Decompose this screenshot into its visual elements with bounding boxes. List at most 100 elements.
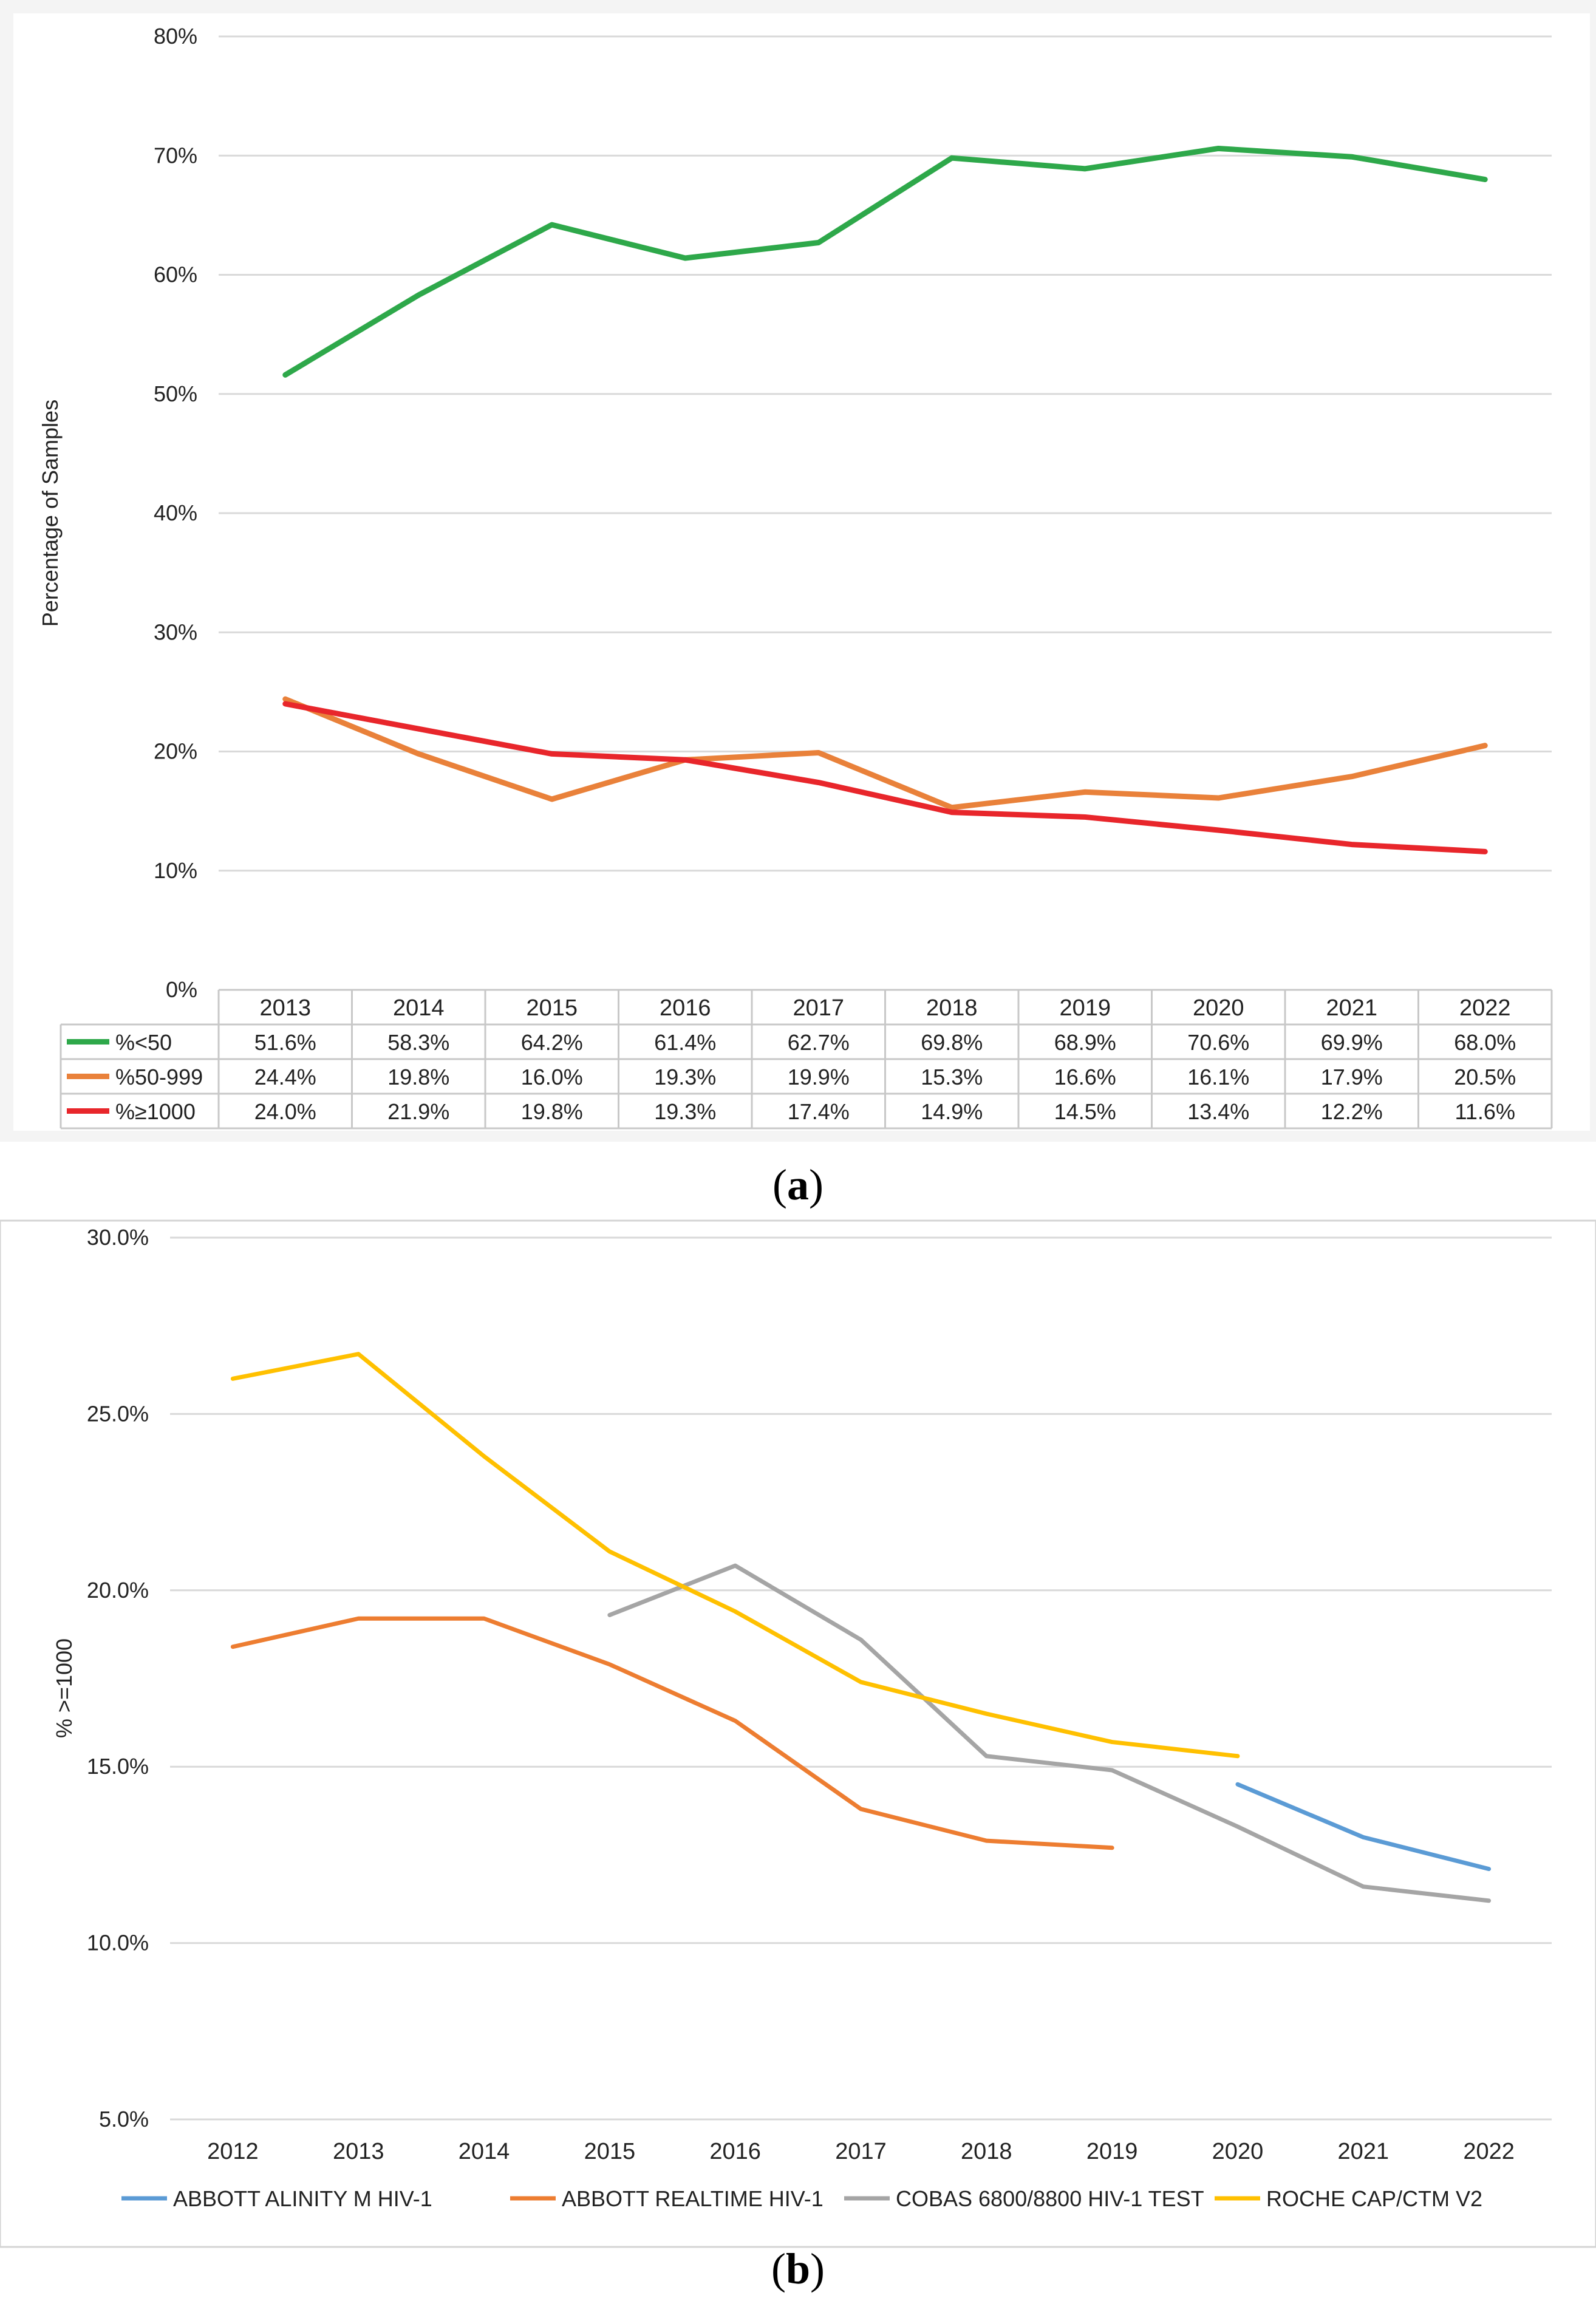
- chart-a-table-cell: 12.2%: [1321, 1099, 1383, 1124]
- chart-a-table-cell: 69.9%: [1321, 1030, 1383, 1055]
- chart-a-y-tick-label: 10%: [154, 858, 197, 883]
- chart-b-y-tick-label: 15.0%: [87, 1754, 149, 1779]
- chart-b-y-tick-label: 20.0%: [87, 1578, 149, 1603]
- chart-a-data-point: [283, 373, 287, 377]
- chart-a-panel: [13, 13, 1590, 1131]
- chart-b-x-tick-label: 2022: [1463, 2139, 1515, 2164]
- chart-a-table-cell: 16.1%: [1187, 1065, 1249, 1089]
- chart-a-table-cell: 19.3%: [654, 1065, 716, 1089]
- chart-a-data-point: [816, 240, 820, 245]
- chart-b-data-point: [1362, 1835, 1365, 1839]
- chart-a-x-tick-label: 2017: [793, 995, 844, 1021]
- chart-b-x-tick-label: 2017: [835, 2139, 887, 2164]
- chart-b-y-tick-label: 10.0%: [87, 1931, 149, 1955]
- chart-a-data-point: [950, 810, 954, 814]
- chart-b-y-tick-label: 25.0%: [87, 1401, 149, 1426]
- chart-a-legend-label: %≥1000: [115, 1099, 196, 1124]
- chart-b-caption-letter: b: [786, 2244, 810, 2293]
- chart-b-y-tick-label: 30.0%: [87, 1225, 149, 1250]
- chart-b: 5.0% 10.0% 15.0% 20.0% 25.0% 30.0% 2012 2013 201…: [0, 1219, 1596, 2293]
- chart-a-x-tick-label: 2015: [526, 995, 578, 1021]
- chart-b-data-point: [608, 1663, 612, 1666]
- chart-a-y-tick-label: 20%: [154, 739, 197, 764]
- chart-a-table-cell: 21.9%: [387, 1099, 449, 1124]
- chart-a-series-line: [282, 145, 1488, 378]
- chart-a-y-tick-label: 40%: [154, 500, 197, 525]
- chart-a-data-point: [1083, 166, 1087, 171]
- chart-a-data-point: [1349, 842, 1354, 847]
- chart-a-caption: (a): [772, 1161, 824, 1209]
- chart-b-x-tick-label: 2018: [961, 2139, 1012, 2164]
- chart-a-x-tick-label: 2021: [1326, 995, 1377, 1021]
- chart-b-data-point: [859, 1807, 862, 1811]
- chart-a-series-line: [282, 701, 1488, 854]
- chart-a: 0% 10% 20% 30% 40% 50% 60% 70% 80% Percentage of …: [0, 0, 1596, 1209]
- chart-b-frame: [0, 1219, 1596, 2248]
- chart-a-data-point: [683, 256, 687, 261]
- chart-a-caption-open: (: [772, 1161, 787, 1209]
- chart-b-data-point: [859, 1638, 862, 1641]
- chart-a-y-tick-label: 70%: [154, 143, 197, 168]
- chart-b-legend-label: ABBOTT REALTIME HIV-1: [562, 2186, 824, 2211]
- chart-a-y-tick-label: 0%: [166, 977, 197, 1002]
- chart-b-x-tick-label: 2014: [459, 2139, 510, 2164]
- chart-a-x-tick-label: 2016: [660, 995, 711, 1021]
- chart-a-table-cell: 68.0%: [1454, 1030, 1516, 1055]
- chart-a-data-point: [1216, 146, 1221, 151]
- chart-b-legend-label: ROCHE CAP/CTM V2: [1266, 2186, 1482, 2211]
- chart-b-y-axis-title: % >=1000: [52, 1638, 77, 1738]
- chart-a-y-axis-title: Percentage of Samples: [38, 400, 63, 627]
- chart-a-x-tick-label: 2014: [393, 995, 445, 1021]
- chart-b-legend-label: ABBOTT ALINITY M HIV-1: [173, 2186, 432, 2211]
- chart-a-data-point: [550, 752, 554, 756]
- chart-b-caption-open: (: [771, 2244, 786, 2293]
- chart-b-data-point: [231, 1377, 234, 1380]
- chart-a-data-point: [950, 805, 954, 809]
- chart-b-x-tick-label: 2021: [1337, 2139, 1389, 2164]
- chart-a-x-tick-label: 2013: [259, 995, 311, 1021]
- chart-a-data-point: [1483, 177, 1487, 182]
- chart-b-x-tick-label: 2020: [1212, 2139, 1264, 2164]
- chart-b-data-point: [734, 1719, 737, 1723]
- chart-a-table-cell: 19.8%: [521, 1099, 583, 1124]
- chart-a-table-cell: 24.4%: [254, 1065, 316, 1089]
- chart-b-data-point: [482, 1454, 486, 1458]
- chart-b-data-point: [984, 1754, 988, 1758]
- chart-b-data-point: [1110, 1846, 1114, 1850]
- chart-a-table-cell: 58.3%: [387, 1030, 449, 1055]
- chart-a-data-point: [950, 156, 954, 160]
- chart-a-caption-letter: a: [787, 1161, 809, 1209]
- chart-b-data-point: [984, 1839, 988, 1842]
- chart-a-table-cell: 19.8%: [387, 1065, 449, 1089]
- chart-b-y-tick-label: 5.0%: [99, 2107, 149, 2132]
- chart-b-series-line: [607, 1563, 1492, 1903]
- chart-a-table-cell: 19.9%: [788, 1065, 850, 1089]
- chart-b-legend-label: COBAS 6800/8800 HIV-1 TEST: [896, 2186, 1204, 2211]
- chart-a-table-cell: 14.5%: [1054, 1099, 1116, 1124]
- chart-a-caption-close: ): [809, 1161, 824, 1209]
- chart-b-data-point: [734, 1564, 737, 1567]
- chart-a-table-cell: 24.0%: [254, 1099, 316, 1124]
- chart-a-y-tick-label: 60%: [154, 262, 197, 287]
- chart-a-data-point: [1216, 828, 1221, 833]
- chart-a-table-cell: 16.6%: [1054, 1065, 1116, 1089]
- chart-b-data-point: [1362, 1885, 1365, 1889]
- chart-a-data-point: [1216, 796, 1221, 800]
- chart-a-y-tick-label: 50%: [154, 381, 197, 406]
- chart-a-data-point: [1349, 155, 1354, 159]
- chart-a-table-cell: 17.4%: [788, 1099, 850, 1124]
- chart-a-data-point: [1349, 774, 1354, 779]
- chart-a-data-point: [417, 727, 421, 731]
- chart-a-table-cell: 14.9%: [921, 1099, 983, 1124]
- chart-b-data-point: [608, 1550, 612, 1553]
- chart-b-data-point: [1110, 1768, 1114, 1772]
- chart-a-data-point: [1483, 850, 1487, 854]
- chart-b-caption-close: ): [810, 2244, 825, 2293]
- chart-a-table-cell: 16.0%: [521, 1065, 583, 1089]
- chart-a-table-cell: 17.9%: [1321, 1065, 1383, 1089]
- chart-b-data-point: [356, 1352, 360, 1356]
- chart-a-data-point: [417, 293, 421, 297]
- chart-a-series-line: [282, 696, 1488, 811]
- chart-b-data-point: [482, 1617, 486, 1620]
- chart-a-data-point: [550, 797, 554, 801]
